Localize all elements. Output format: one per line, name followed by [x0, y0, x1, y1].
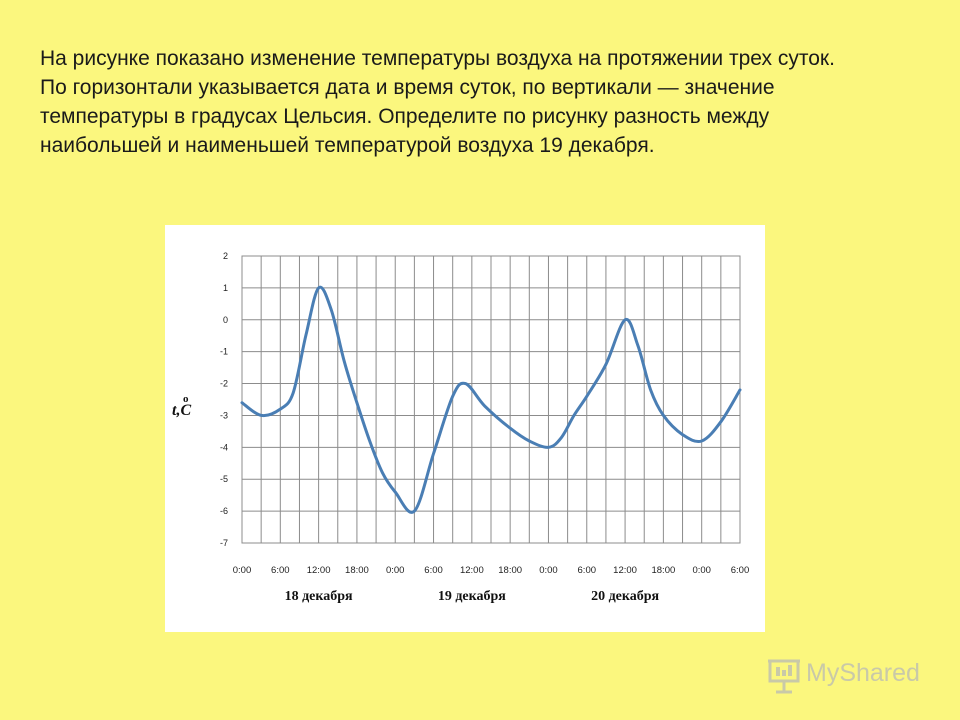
x-tick-label: 12:00 — [613, 565, 637, 576]
data-point — [356, 402, 357, 403]
data-point — [452, 396, 453, 397]
data-point — [574, 415, 575, 416]
x-tick-label: 18:00 — [651, 565, 675, 576]
data-point — [293, 393, 294, 394]
data-point — [484, 405, 485, 406]
data-point — [382, 472, 383, 473]
y-tick-label: 1 — [223, 283, 228, 293]
data-point — [701, 441, 702, 442]
logo-text: MyShared — [806, 659, 920, 687]
x-tick-label: 0:00 — [692, 565, 711, 576]
y-tick-label: -4 — [220, 442, 228, 452]
data-point — [650, 389, 651, 390]
y-tick-label: -3 — [220, 410, 228, 420]
data-point — [318, 287, 319, 288]
data-point — [433, 453, 434, 454]
data-point — [561, 437, 562, 438]
data-point — [529, 441, 530, 442]
y-tick-label: -1 — [220, 347, 228, 357]
day-label: 18 декабря — [285, 589, 353, 604]
task-line-3: температуры в градусах Цельсия. Определи… — [40, 105, 770, 128]
data-point — [586, 396, 587, 397]
data-point — [682, 434, 683, 435]
data-point — [605, 364, 606, 365]
temperature-series-line — [240, 285, 742, 514]
data-point — [740, 389, 741, 390]
data-point — [510, 428, 511, 429]
x-tick-label: 0:00 — [539, 565, 558, 576]
x-tick-label: 6:00 — [424, 565, 443, 576]
data-point — [305, 335, 306, 336]
data-point — [280, 409, 281, 410]
y-tick-label: 2 — [223, 251, 228, 261]
data-point — [663, 415, 664, 416]
y-axis-label: t,C — [172, 402, 191, 419]
data-point — [242, 402, 243, 403]
data-point — [344, 361, 345, 362]
data-point — [720, 421, 721, 422]
data-point — [637, 345, 638, 346]
data-point — [331, 310, 332, 311]
data-point — [548, 447, 549, 448]
y-tick-label: -2 — [220, 379, 228, 389]
data-point — [369, 441, 370, 442]
chart-svg: 2 1 0 -1 -2 -3 -4 -5 -6 -7 0:00 6:00 12:00 18:00 0:00 6… — [172, 251, 750, 604]
degree-mark: o — [183, 393, 189, 405]
day-label: 19 декабря — [438, 589, 506, 604]
x-tick-label: 6:00 — [731, 565, 750, 576]
day-label: 20 декабря — [591, 589, 659, 604]
y-tick-label: 0 — [223, 315, 228, 325]
task-text: На рисунке показано изменение температур… — [40, 44, 940, 160]
myshared-logo: MyShared — [766, 656, 936, 696]
x-tick-label: 6:00 — [271, 565, 290, 576]
data-point — [465, 383, 466, 384]
x-tick-label: 12:00 — [307, 565, 331, 576]
x-tick-label: 18:00 — [498, 565, 522, 576]
y-tick-label: -6 — [220, 506, 228, 516]
data-point — [261, 415, 262, 416]
presentation-icon — [768, 659, 800, 694]
x-tick-label: 0:00 — [386, 565, 405, 576]
x-tick-label: 0:00 — [233, 565, 252, 576]
task-line-1: На рисунке показано изменение температур… — [40, 47, 835, 70]
data-point — [625, 319, 626, 320]
task-line-4: наибольшей и наименьшей температурой воз… — [40, 134, 655, 157]
temperature-chart: 2 1 0 -1 -2 -3 -4 -5 -6 -7 0:00 6:00 12:00 18:00 0:00 6… — [165, 225, 765, 632]
data-point — [414, 511, 415, 512]
x-tick-label: 12:00 — [460, 565, 484, 576]
y-tick-label: -5 — [220, 474, 228, 484]
x-tick-label: 18:00 — [345, 565, 369, 576]
data-point — [395, 492, 396, 493]
y-tick-label: -7 — [220, 538, 228, 548]
task-line-2: По горизонтали указывается дата и время … — [40, 76, 775, 99]
x-tick-label: 6:00 — [578, 565, 597, 576]
